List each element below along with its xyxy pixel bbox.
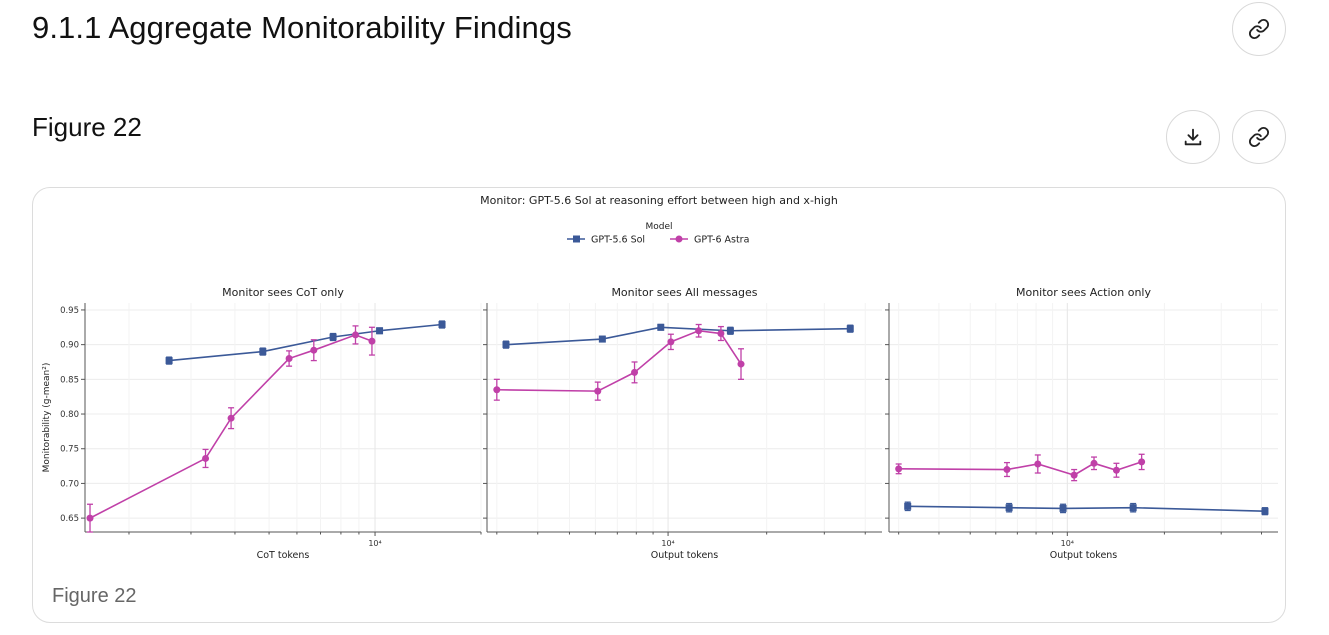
data-point bbox=[1005, 504, 1013, 512]
legend-marker bbox=[675, 235, 683, 243]
data-point bbox=[227, 414, 235, 422]
legend-label: GPT-6 Astra bbox=[694, 235, 749, 246]
panel-title: Monitor sees CoT only bbox=[222, 286, 344, 299]
data-point bbox=[667, 338, 675, 346]
figure-chart: Monitor: GPT-5.6 Sol at reasoning effort… bbox=[42, 194, 1278, 561]
data-point bbox=[717, 330, 725, 338]
section-title: 9.1.1 Aggregate Monitorability Findings bbox=[32, 10, 572, 45]
data-point bbox=[165, 357, 173, 365]
link-icon bbox=[1248, 18, 1270, 40]
data-point bbox=[846, 325, 854, 333]
data-series bbox=[895, 453, 1146, 482]
data-series bbox=[904, 501, 1269, 516]
chart-title: Monitor: GPT-5.6 Sol at reasoning effort… bbox=[480, 194, 838, 207]
data-point bbox=[726, 327, 734, 335]
data-point bbox=[1059, 504, 1067, 512]
series-line bbox=[496, 329, 742, 392]
data-point bbox=[493, 386, 501, 394]
chart-panel: 10⁴ Monitor sees Action only Output tokens bbox=[885, 286, 1278, 561]
data-point bbox=[368, 337, 376, 345]
legend-marker bbox=[573, 235, 580, 243]
y-tick-label: 0.70 bbox=[60, 479, 79, 489]
chart-panel: 0.95 0.90 0.85 0.80 0.75 0.70 0.65 10⁴ Monitor s… bbox=[60, 286, 482, 561]
data-point bbox=[502, 341, 510, 349]
y-tick-label: 0.90 bbox=[60, 341, 79, 351]
x-axis-label: CoT tokens bbox=[257, 550, 310, 561]
data-series bbox=[502, 323, 854, 349]
legend-title: Model bbox=[645, 222, 672, 232]
data-point bbox=[351, 331, 359, 339]
x-axis-label: Output tokens bbox=[1050, 550, 1118, 561]
data-point bbox=[1034, 460, 1042, 468]
data-point bbox=[657, 323, 665, 331]
data-point bbox=[285, 355, 293, 363]
data-point bbox=[1070, 471, 1078, 479]
data-series bbox=[165, 320, 446, 365]
legend-entry: GPT-6 Astra bbox=[670, 235, 749, 246]
x-tick-label: 10⁴ bbox=[661, 539, 674, 548]
data-point bbox=[695, 327, 703, 335]
figure-link-button[interactable] bbox=[1232, 110, 1286, 164]
data-point bbox=[1261, 507, 1269, 515]
data-point bbox=[1090, 459, 1098, 467]
data-point bbox=[1003, 466, 1011, 474]
data-point bbox=[310, 346, 318, 354]
panel-title: Monitor sees Action only bbox=[1016, 286, 1152, 299]
data-point bbox=[329, 333, 337, 341]
legend-label: GPT-5.6 Sol bbox=[591, 235, 645, 246]
data-point bbox=[376, 327, 384, 335]
y-axis-label: Monitorability (g-mean²) bbox=[42, 363, 52, 473]
panel-title: Monitor sees All messages bbox=[611, 286, 757, 299]
data-point bbox=[737, 360, 745, 368]
data-point bbox=[1112, 466, 1120, 474]
data-point bbox=[438, 321, 446, 329]
data-point bbox=[86, 514, 94, 522]
data-point bbox=[594, 387, 602, 395]
x-tick-label: 10⁴ bbox=[1061, 539, 1074, 548]
chart-panel: 10⁴ Monitor sees All messages Output token… bbox=[483, 286, 882, 561]
link-icon bbox=[1248, 126, 1270, 148]
figure-card: Monitor: GPT-5.6 Sol at reasoning effort… bbox=[32, 187, 1286, 623]
download-icon bbox=[1184, 128, 1202, 146]
data-point bbox=[895, 465, 903, 473]
y-tick-label: 0.65 bbox=[60, 514, 79, 524]
data-series bbox=[86, 325, 376, 533]
x-axis-label: Output tokens bbox=[651, 550, 719, 561]
series-line bbox=[907, 505, 1265, 512]
y-tick-label: 0.80 bbox=[60, 410, 79, 420]
section-link-button[interactable] bbox=[1232, 2, 1286, 56]
series-line bbox=[169, 323, 443, 362]
figure-caption: Figure 22 bbox=[52, 585, 137, 607]
series-line bbox=[898, 461, 1142, 476]
data-point bbox=[1138, 458, 1146, 466]
y-tick-label: 0.75 bbox=[60, 445, 79, 455]
data-point bbox=[259, 348, 267, 356]
series-line bbox=[505, 326, 851, 346]
y-tick-label: 0.85 bbox=[60, 375, 79, 385]
x-tick-label: 10⁴ bbox=[368, 539, 381, 548]
figure-heading: Figure 22 bbox=[32, 112, 142, 142]
data-point bbox=[598, 335, 606, 343]
data-point bbox=[1129, 504, 1137, 512]
data-point bbox=[904, 502, 912, 510]
y-tick-label: 0.95 bbox=[60, 306, 79, 316]
data-point bbox=[631, 368, 639, 376]
data-point bbox=[202, 454, 210, 462]
legend-entry: GPT-5.6 Sol bbox=[567, 235, 645, 246]
data-series bbox=[493, 323, 745, 401]
download-figure-button[interactable] bbox=[1166, 110, 1220, 164]
